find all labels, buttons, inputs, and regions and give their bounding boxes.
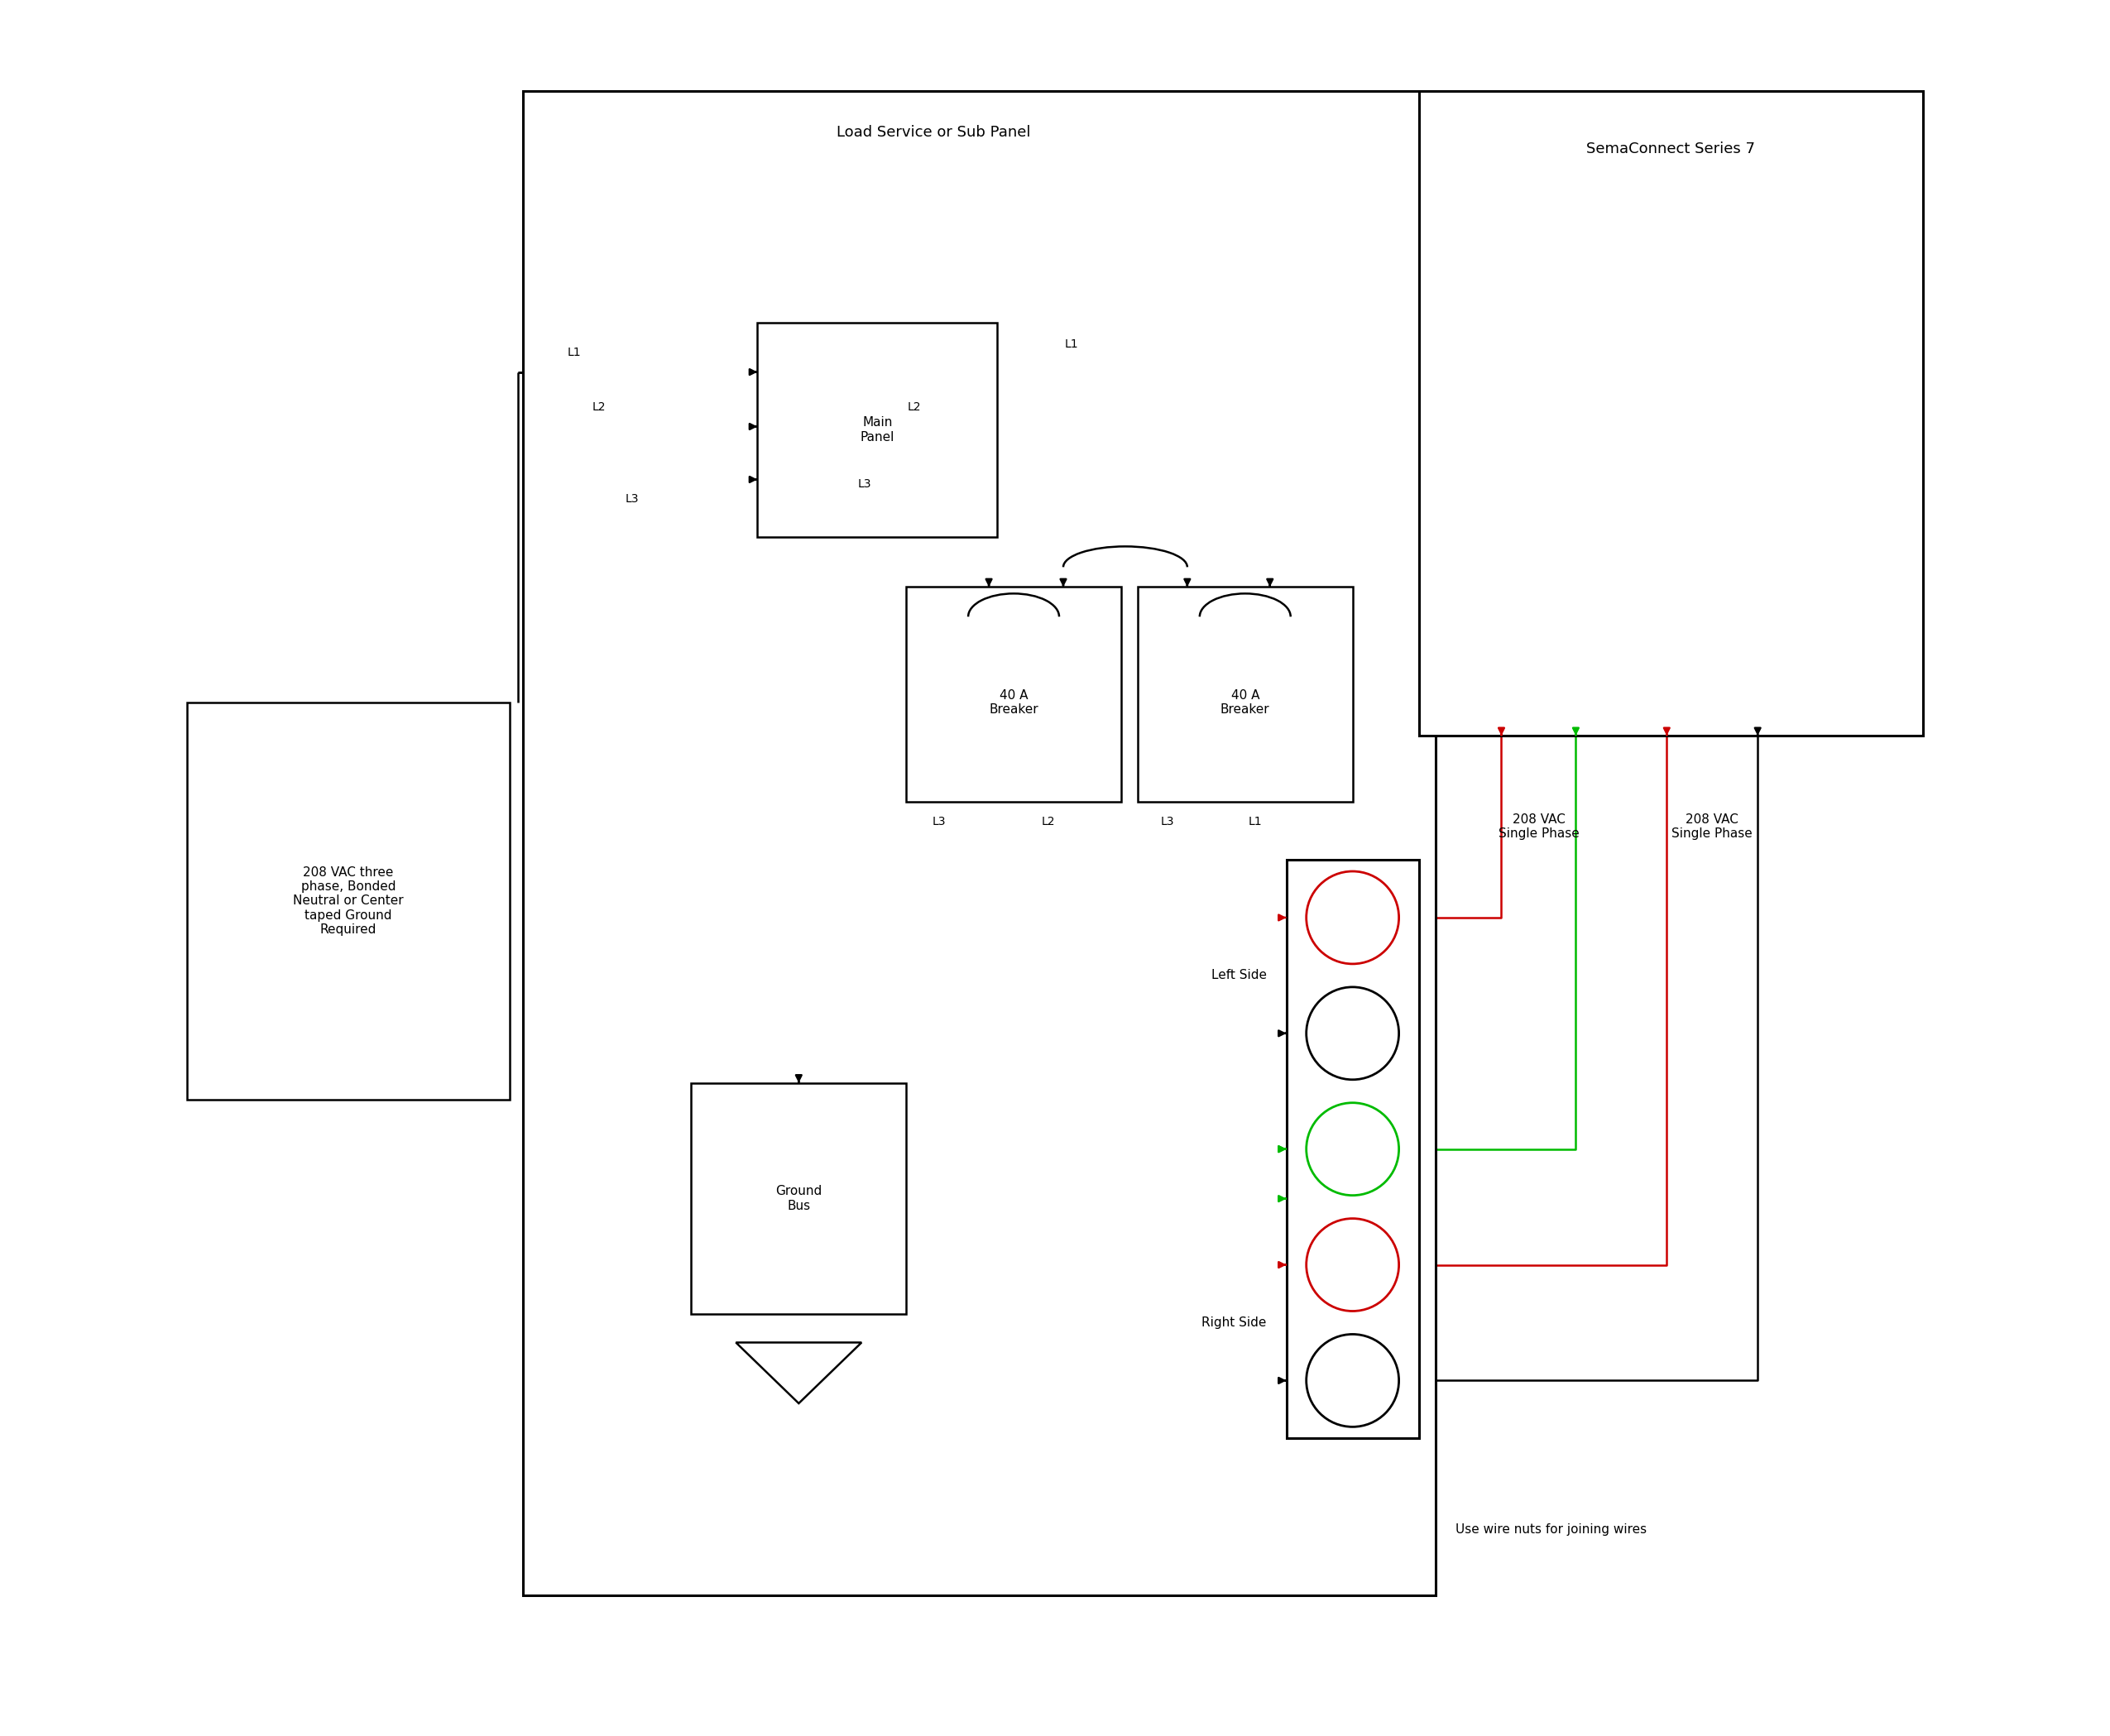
Text: L3: L3 bbox=[933, 816, 945, 828]
Text: L2: L2 bbox=[1042, 816, 1055, 828]
Text: 40 A
Breaker: 40 A Breaker bbox=[990, 689, 1038, 715]
Bar bbox=[1418, 90, 1922, 736]
Text: L1: L1 bbox=[568, 347, 580, 358]
Text: Use wire nuts for joining wires: Use wire nuts for joining wires bbox=[1456, 1522, 1646, 1536]
Bar bbox=[1137, 587, 1353, 802]
Bar bbox=[523, 90, 1435, 1595]
Bar bbox=[692, 1083, 905, 1314]
Text: 208 VAC three
phase, Bonded
Neutral or Center
taped Ground
Required: 208 VAC three phase, Bonded Neutral or C… bbox=[293, 866, 403, 936]
Text: Right Side: Right Side bbox=[1203, 1316, 1266, 1328]
Text: L3: L3 bbox=[1160, 816, 1173, 828]
Text: L2: L2 bbox=[593, 401, 606, 413]
Text: L1: L1 bbox=[1066, 339, 1078, 349]
Text: L1: L1 bbox=[1249, 816, 1262, 828]
Bar bbox=[905, 587, 1120, 802]
Text: L3: L3 bbox=[859, 479, 871, 490]
Text: Left Side: Left Side bbox=[1211, 969, 1266, 981]
Text: 40 A
Breaker: 40 A Breaker bbox=[1220, 689, 1270, 715]
Text: SemaConnect Series 7: SemaConnect Series 7 bbox=[1587, 141, 1756, 156]
Bar bbox=[757, 323, 998, 538]
Bar bbox=[1287, 859, 1418, 1439]
Bar bbox=[188, 703, 509, 1099]
Text: L3: L3 bbox=[625, 493, 639, 505]
Text: L2: L2 bbox=[907, 401, 922, 413]
Text: Main
Panel: Main Panel bbox=[861, 417, 895, 443]
Text: Load Service or Sub Panel: Load Service or Sub Panel bbox=[836, 125, 1030, 139]
Text: 208 VAC
Single Phase: 208 VAC Single Phase bbox=[1498, 812, 1578, 840]
Text: 208 VAC
Single Phase: 208 VAC Single Phase bbox=[1671, 812, 1753, 840]
Text: Ground
Bus: Ground Bus bbox=[776, 1186, 823, 1212]
